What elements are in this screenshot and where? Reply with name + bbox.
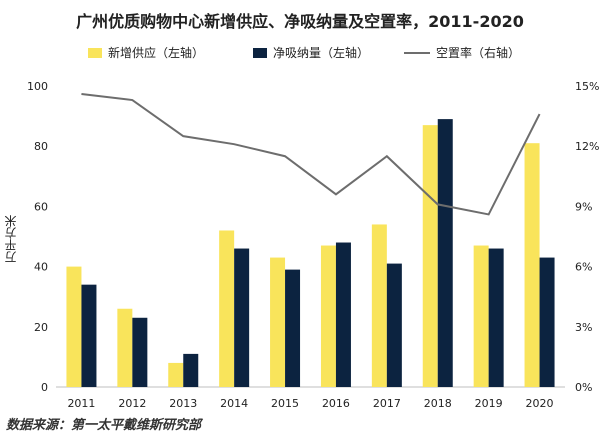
- x-tick-label-2018: 2018: [424, 397, 452, 410]
- x-tick-label-2014: 2014: [220, 397, 248, 410]
- x-tick-label-2019: 2019: [475, 397, 503, 410]
- bar-supply-2018: [422, 125, 438, 387]
- bar-absorption-2020: [539, 257, 555, 387]
- legend-item-vacancy: 空置率（右轴）: [404, 44, 520, 61]
- bar-supply-2019: [473, 245, 489, 387]
- bar-supply-2014: [219, 230, 235, 387]
- x-tick-label-2020: 2020: [526, 397, 554, 410]
- bar-absorption-2014: [234, 248, 250, 387]
- y2-tick-label: 6%: [575, 261, 592, 274]
- bar-absorption-2018: [437, 119, 453, 388]
- legend-swatch-absorption: [253, 47, 267, 58]
- source-note: 数据来源：第一太平戴维斯研究部: [6, 418, 202, 433]
- y2-tick-label: 9%: [575, 200, 592, 213]
- bar-supply-2016: [320, 245, 336, 387]
- bar-absorption-2015: [285, 269, 301, 387]
- y2-tick-label: 0%: [575, 381, 592, 394]
- bar-supply-2013: [168, 362, 184, 387]
- y-tick-label: 80: [34, 140, 48, 153]
- bar-absorption-2016: [335, 242, 351, 387]
- x-tick-label-2013: 2013: [169, 397, 197, 410]
- legend-swatch-vacancy: [404, 51, 430, 54]
- bar-absorption-2017: [386, 263, 402, 387]
- bar-absorption-2011: [81, 284, 97, 387]
- legend-label-vacancy: 空置率（右轴）: [436, 46, 521, 60]
- legend-label-absorption: 净吸纳量（左轴）: [273, 46, 370, 60]
- bar-supply-2015: [270, 257, 286, 387]
- line-vacancy-rate: [81, 93, 541, 216]
- bar-supply-2011: [66, 266, 82, 387]
- y2-tick-label: 15%: [575, 80, 599, 93]
- y2-tick-label: 3%: [575, 321, 592, 334]
- bar-supply-2012: [117, 308, 133, 387]
- bar-supply-2017: [371, 224, 387, 387]
- y-tick-label: 0: [41, 381, 48, 394]
- x-tick-label-2011: 2011: [67, 397, 95, 410]
- y-tick-label: 100: [27, 80, 48, 93]
- bar-supply-2020: [524, 143, 540, 387]
- x-tick-label-2015: 2015: [271, 397, 299, 410]
- legend-swatch-supply: [88, 47, 102, 58]
- x-tick-label-2017: 2017: [373, 397, 401, 410]
- legend-label-supply: 新增供应（左轴）: [108, 46, 205, 60]
- y2-tick-label: 12%: [575, 140, 599, 153]
- legend-item-supply: 新增供应（左轴）: [88, 44, 204, 61]
- chart-title: 广州优质购物中心新增供应、净吸纳量及空置率，2011-2020: [76, 12, 524, 31]
- y-tick-label: 60: [34, 200, 48, 213]
- x-tick-label-2012: 2012: [118, 397, 146, 410]
- bar-absorption-2013: [183, 353, 199, 387]
- y-tick-label: 40: [34, 261, 48, 274]
- legend-item-absorption: 净吸纳量（左轴）: [253, 44, 369, 61]
- y-tick-label: 20: [34, 321, 48, 334]
- x-tick-label-2016: 2016: [322, 397, 350, 410]
- bar-absorption-2012: [132, 317, 148, 387]
- chart-legend: 新增供应（左轴） 净吸纳量（左轴） 空置率（右轴）: [0, 44, 600, 62]
- bar-absorption-2019: [488, 248, 504, 387]
